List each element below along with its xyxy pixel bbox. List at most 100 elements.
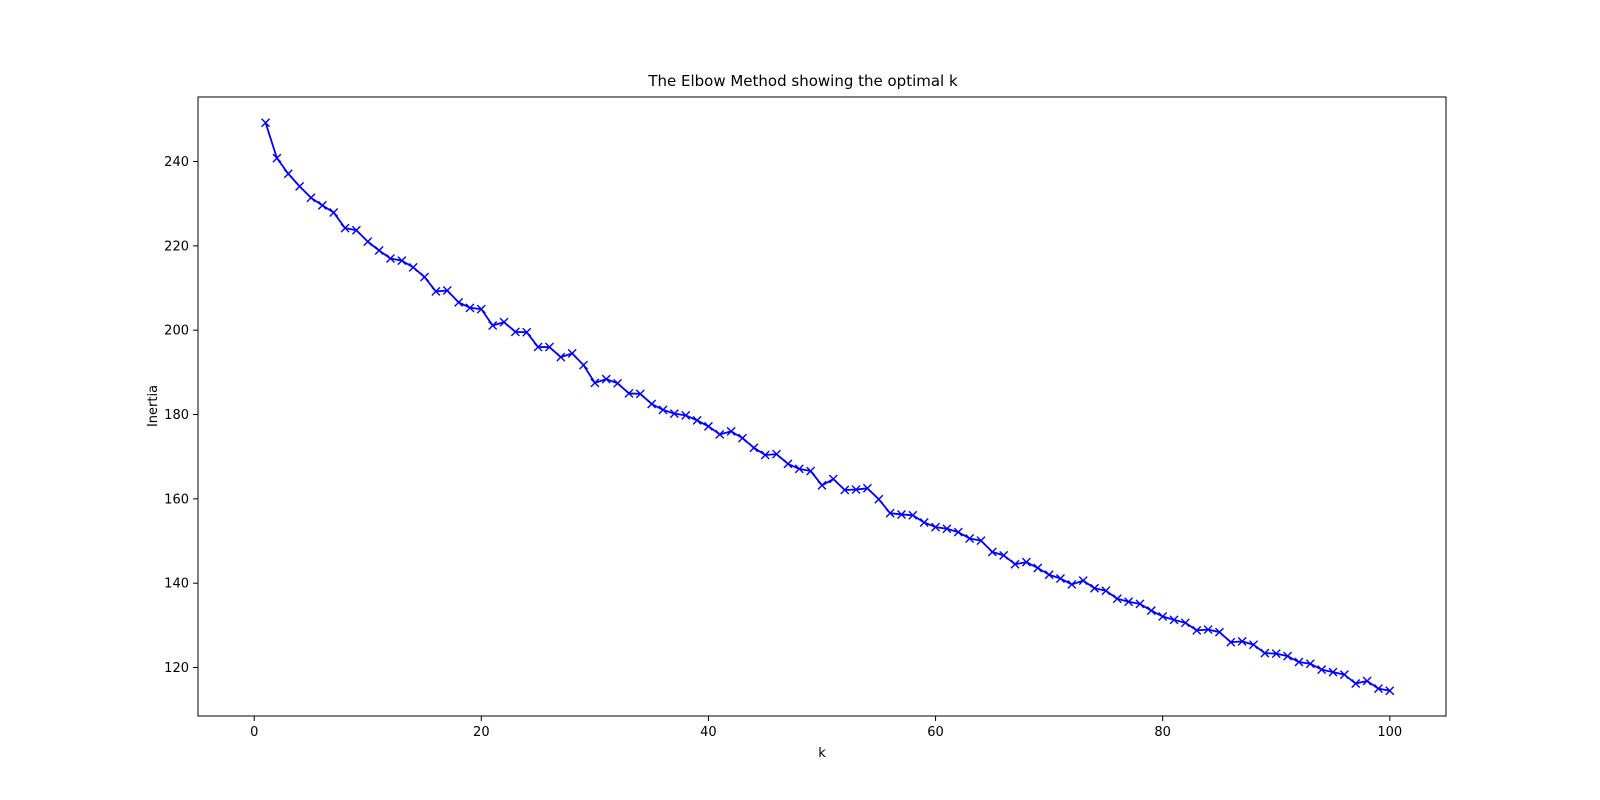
data-point [363,237,373,247]
data-point [692,415,702,425]
y-tick-label: 200 [164,324,189,339]
data-point [1385,686,1395,696]
data-point [647,399,657,409]
data-point [1339,670,1349,680]
data-point [1214,627,1224,637]
data-point [442,286,452,296]
data-point [613,378,623,388]
data-point [635,389,645,399]
data-point [1283,651,1293,661]
data-point [374,245,384,255]
data-point [510,327,520,337]
data-point [851,485,861,495]
data-point [965,533,975,543]
data-point [1146,606,1156,616]
data-point [999,550,1009,560]
y-tick-label: 120 [164,661,189,676]
data-point [1158,611,1168,621]
data-point [1192,625,1202,635]
data-point [1169,615,1179,625]
data-point [931,522,941,532]
data-point [840,485,850,495]
data-point [749,443,759,453]
data-point [942,524,952,534]
y-axis-label: Inertia [146,385,161,427]
series-markers [261,118,1395,696]
data-point [340,223,350,233]
data-point [431,286,441,296]
data-point [828,474,838,484]
x-axis-ticks: 0 20 40 60 80 100 [250,716,1402,740]
data-point [669,409,679,419]
chart-title: The Elbow Method showing the optimal k [647,72,958,90]
data-point [1294,657,1304,667]
data-point [885,508,895,518]
data-point [1271,649,1281,659]
data-point [261,118,271,128]
data-point [658,405,668,415]
data-point [408,262,418,272]
data-point [329,208,339,218]
data-point [1180,618,1190,628]
data-point [1090,583,1100,593]
data-point [351,225,361,235]
data-point [1078,576,1088,586]
data-point [465,303,475,313]
y-tick-label: 140 [164,577,189,592]
data-point [817,480,827,490]
data-point [1067,579,1077,589]
data-point [1044,570,1054,580]
y-axis-ticks: 120 140 160 180 200 220 240 [164,155,198,676]
data-point [385,254,395,263]
data-point [953,527,963,537]
data-point [726,426,736,436]
y-tick-label: 180 [164,408,189,423]
data-point [454,297,464,307]
data-point [601,374,611,384]
data-point [1124,597,1134,607]
x-tick-label: 20 [473,725,490,740]
data-point [488,321,498,331]
data-point [283,169,293,179]
data-point [1260,648,1270,658]
data-point [783,459,793,469]
data-point [1135,599,1145,609]
data-point [1249,640,1259,650]
data-point [1055,574,1065,584]
x-tick-label: 100 [1377,725,1402,740]
data-point [1317,665,1327,675]
data-point [1373,684,1383,694]
data-point [1362,676,1372,686]
data-point [908,510,918,520]
data-point [317,200,327,210]
data-point [567,348,577,358]
data-point [896,509,906,519]
plot-area-frame [197,96,1447,717]
data-point [590,378,600,388]
data-point [397,256,407,266]
data-point [1351,679,1361,689]
x-axis-label: k [818,746,826,761]
x-tick-label: 0 [250,725,258,740]
x-tick-label: 40 [700,725,717,740]
data-point [1237,636,1247,646]
data-point [420,272,430,282]
data-point [703,421,713,431]
data-point [976,536,986,546]
x-tick-label: 80 [1154,725,1171,740]
data-point [1021,557,1031,567]
data-point [272,153,282,163]
data-point [738,433,748,443]
data-point [1305,659,1315,669]
data-point [772,449,782,459]
data-point [681,410,691,420]
data-point [522,327,532,337]
x-tick-label: 60 [927,725,944,740]
series-line [264,122,1390,692]
data-point [1101,586,1111,596]
data-point [1010,559,1020,569]
data-point [295,181,305,191]
y-tick-label: 160 [164,492,189,507]
